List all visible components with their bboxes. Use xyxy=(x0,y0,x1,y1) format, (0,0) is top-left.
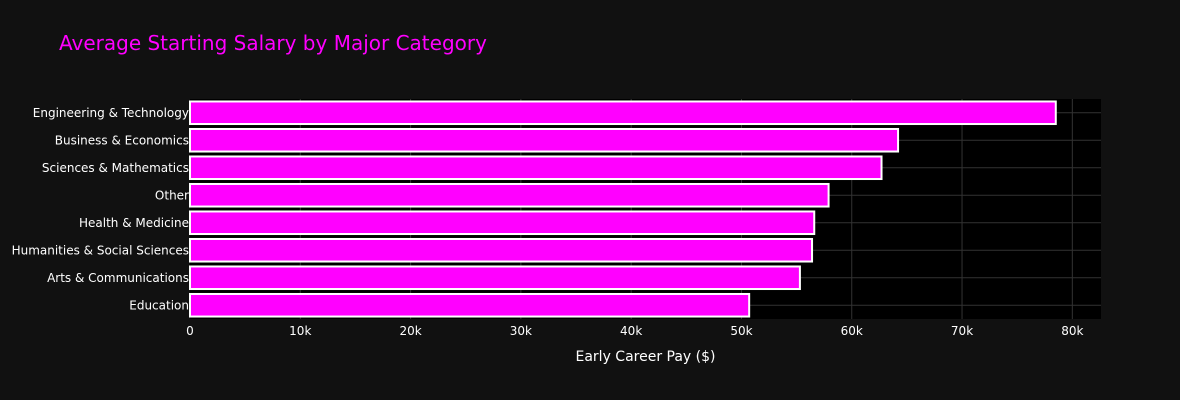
bar[interactable] xyxy=(189,182,830,208)
bar[interactable] xyxy=(189,155,883,181)
x-tick-label: 10k xyxy=(289,324,311,338)
bar[interactable] xyxy=(189,265,801,291)
y-axis-tick-labels: Engineering & Technology Business & Econo… xyxy=(12,106,189,313)
y-tick-label: Education xyxy=(129,298,189,312)
y-tick-label: Other xyxy=(155,188,189,202)
y-tick-label: Humanities & Social Sciences xyxy=(12,243,189,257)
y-tick-label: Engineering & Technology xyxy=(33,106,189,120)
bar[interactable] xyxy=(189,210,816,236)
bar[interactable] xyxy=(189,237,814,263)
x-tick-label: 80k xyxy=(1061,324,1083,338)
x-tick-label: 40k xyxy=(620,324,642,338)
y-tick-label: Sciences & Mathematics xyxy=(42,161,189,175)
bars xyxy=(189,100,1057,318)
x-tick-label: 30k xyxy=(510,324,532,338)
y-tick-label: Business & Economics xyxy=(55,133,189,147)
bar[interactable] xyxy=(189,292,751,318)
bar[interactable] xyxy=(189,100,1057,126)
x-tick-label: 0 xyxy=(186,324,194,338)
chart-title: Average Starting Salary by Major Categor… xyxy=(59,31,487,55)
y-tick-label: Health & Medicine xyxy=(79,216,189,230)
x-axis-title: Early Career Pay ($) xyxy=(576,349,716,365)
x-tick-label: 50k xyxy=(730,324,752,338)
x-tick-label: 20k xyxy=(399,324,421,338)
bar[interactable] xyxy=(189,127,900,153)
x-tick-label: 60k xyxy=(841,324,863,338)
x-tick-label: 70k xyxy=(951,324,973,338)
x-axis-tick-labels: 0 10k 20k 30k 40k 50k 60k 70k 80k xyxy=(186,324,1083,338)
y-tick-label: Arts & Communications xyxy=(47,271,189,285)
